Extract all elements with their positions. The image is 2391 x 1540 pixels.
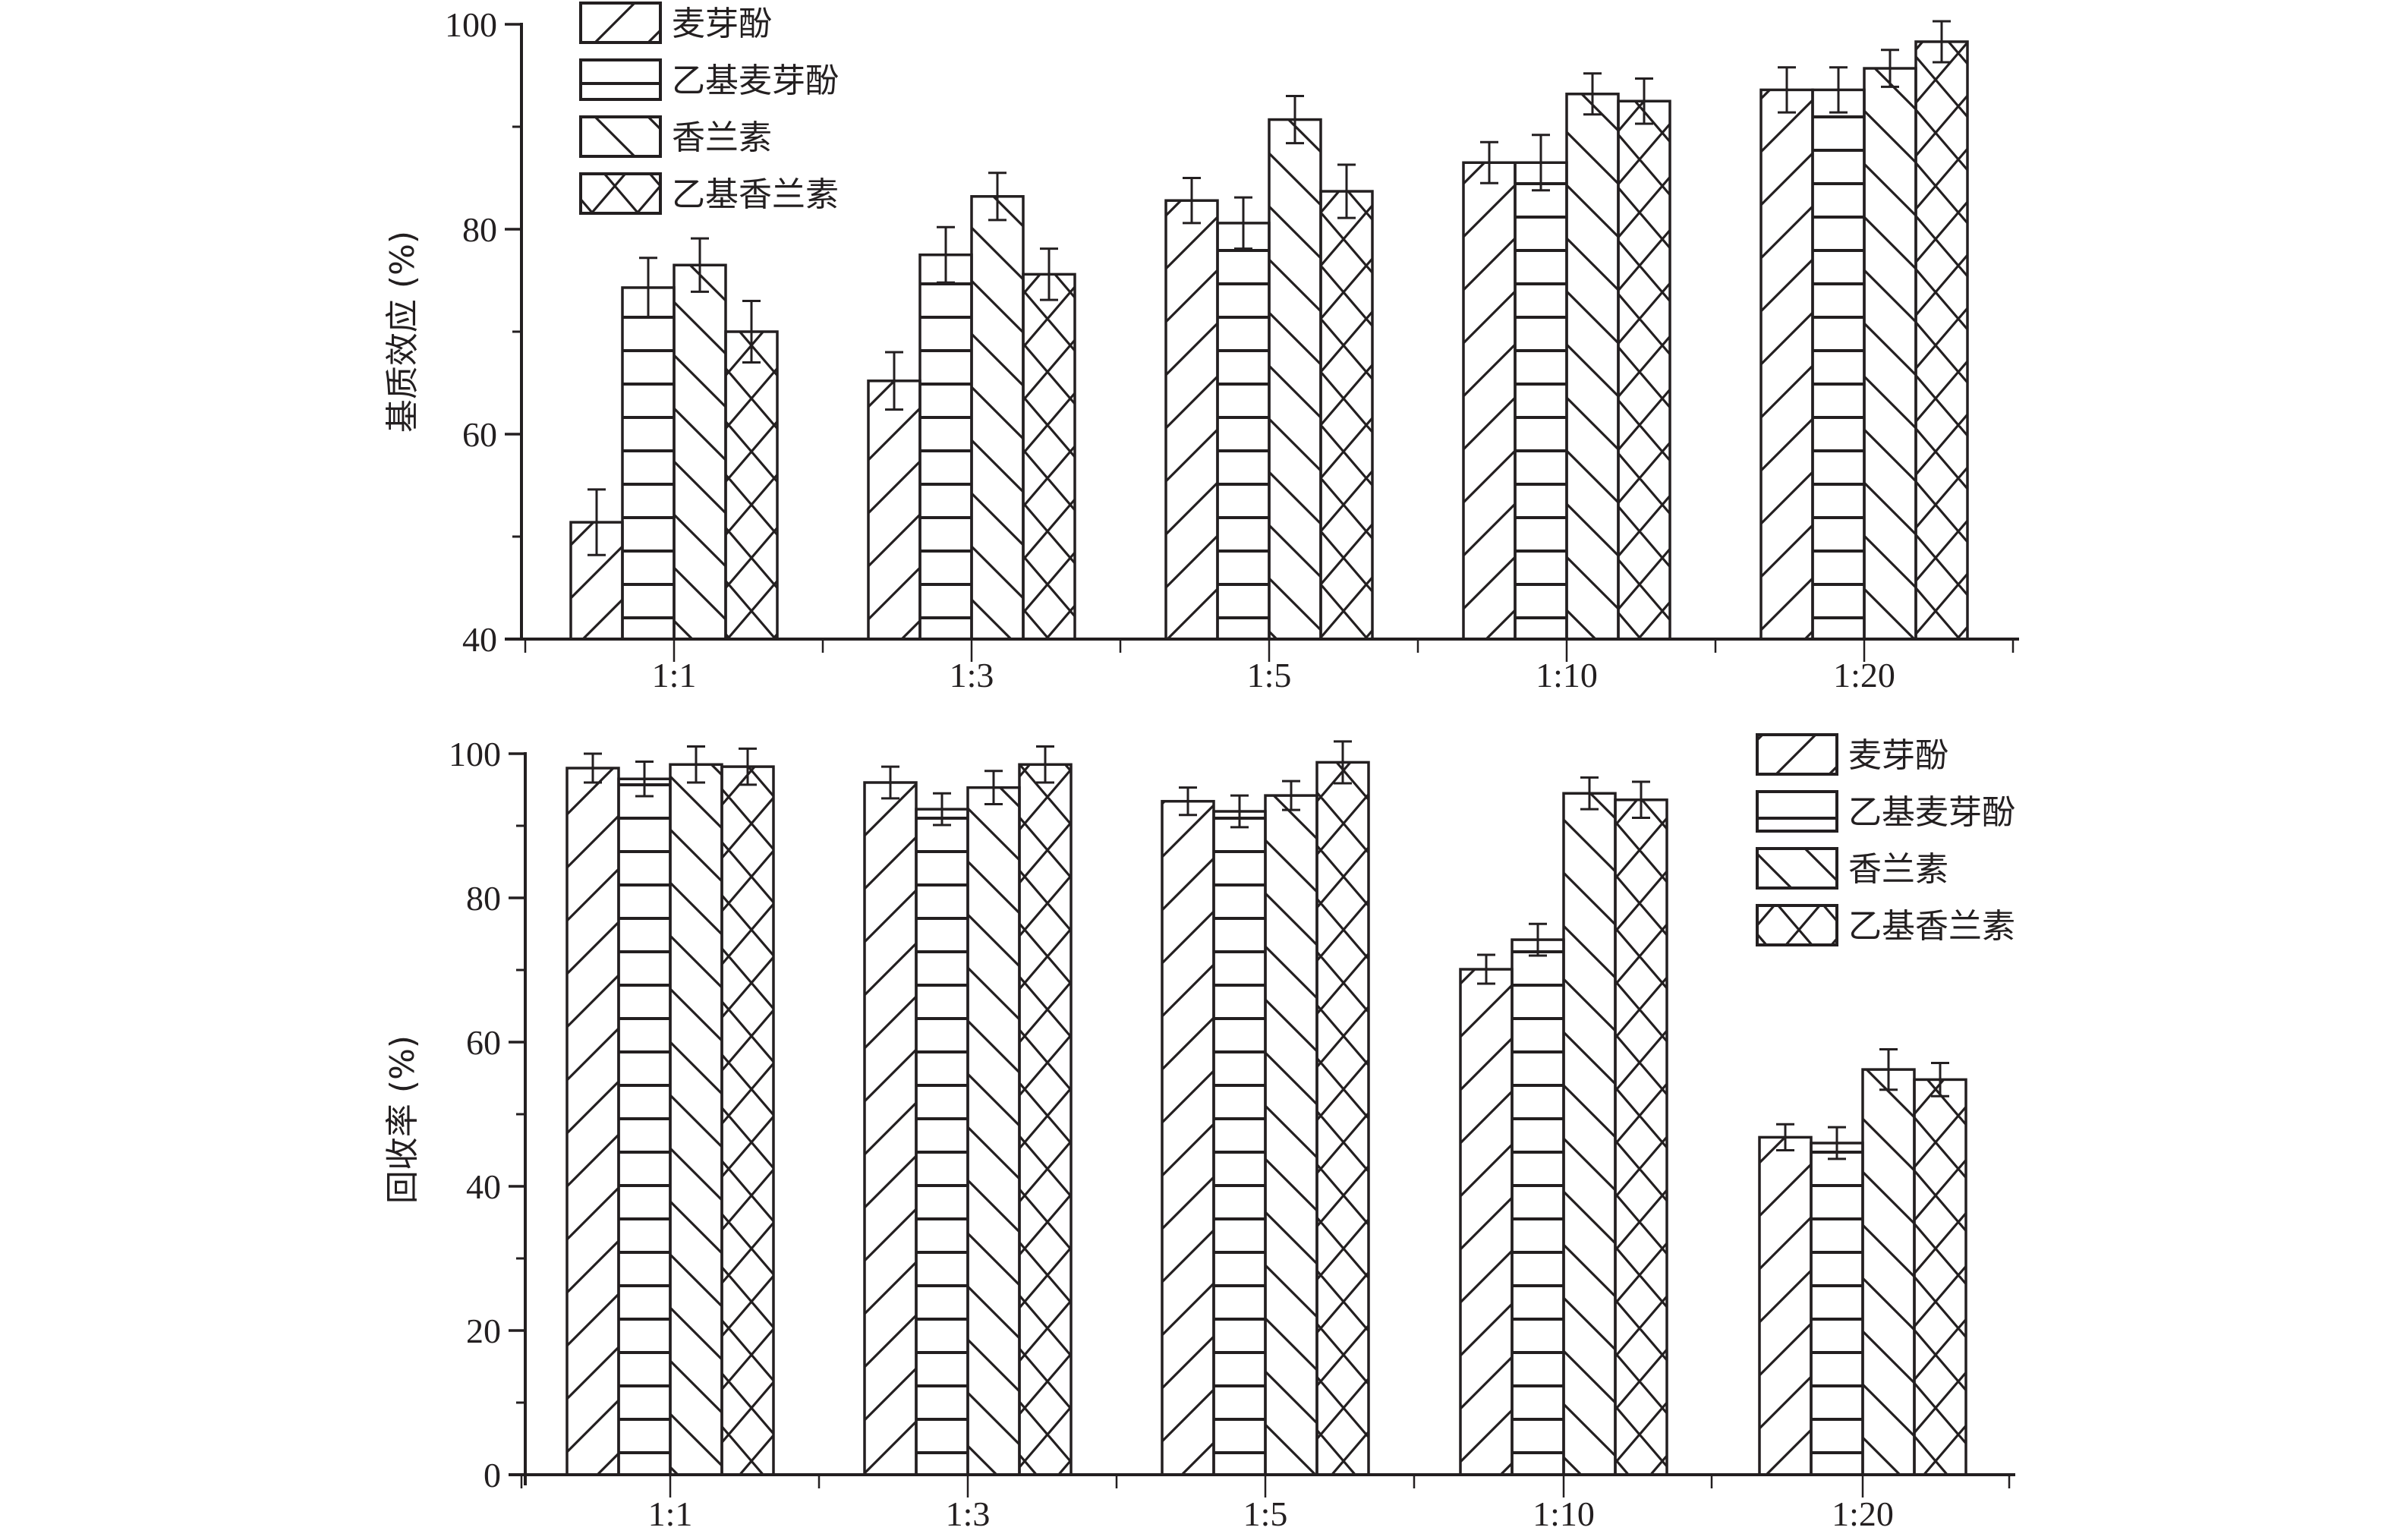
bar	[669, 763, 723, 1476]
x-tick-label: 1:20	[1832, 1494, 1894, 1533]
bar	[565, 767, 620, 1476]
bar	[1319, 190, 1374, 641]
legend-label: 麦芽酚	[672, 5, 772, 43]
bars-layer	[565, 740, 1967, 1476]
y-axis-title: 基质效应 (%)	[383, 231, 422, 433]
legend-swatch	[1756, 904, 1838, 946]
bar	[1459, 968, 1514, 1476]
y-tick-label: 40	[462, 620, 497, 659]
x-tick-label: 1:3	[950, 656, 994, 694]
bar	[1811, 88, 1866, 641]
x-tick-label: 1:5	[1243, 1494, 1288, 1533]
legend-swatch	[579, 58, 662, 101]
bar	[617, 777, 672, 1476]
legend-label: 香兰素	[672, 118, 772, 157]
legend-label: 乙基麦芽酚	[1848, 793, 2015, 832]
axes-layer: 1:1 1:3 1:5 1:10 1:20 40 60 80 100	[445, 5, 2019, 694]
y-tick-label: 60	[466, 1023, 501, 1062]
bar	[1617, 99, 1671, 641]
bar	[1315, 761, 1370, 1476]
legend-swatch	[579, 115, 662, 158]
bar	[1161, 799, 1215, 1476]
legend-swatch	[579, 2, 662, 44]
y-tick-label: 100	[449, 735, 501, 773]
bar	[621, 286, 676, 641]
legend-label: 乙基香兰素	[1848, 907, 2015, 946]
bar	[1514, 161, 1568, 641]
x-tick-label: 1:20	[1833, 656, 1895, 694]
bar	[863, 781, 918, 1476]
bar	[1565, 93, 1620, 641]
legend-swatch	[1756, 847, 1838, 890]
y-axis-title: 回收率 (%)	[383, 1035, 422, 1204]
bar	[1018, 763, 1073, 1476]
bar	[918, 254, 973, 641]
bar	[1462, 161, 1517, 641]
x-tick-label: 1:5	[1247, 656, 1292, 694]
y-tick-label: 0	[484, 1456, 501, 1494]
x-tick-label: 1:10	[1533, 1494, 1595, 1533]
matrix-effect-chart: 1:1 1:3 1:5 1:10 1:20 40 60 80 100 基质效应 (%) 麦芽酚乙…	[383, 2, 2019, 694]
legend-label: 乙基麦芽酚	[672, 61, 839, 100]
bar	[1562, 792, 1617, 1476]
y-tick-label: 80	[466, 879, 501, 918]
bar	[966, 786, 1021, 1476]
legend-swatch	[1756, 790, 1838, 833]
bar	[915, 808, 969, 1476]
bar	[1758, 1135, 1813, 1476]
bar	[1264, 794, 1318, 1476]
x-tick-label: 1:1	[648, 1494, 693, 1533]
legend-swatch	[579, 172, 662, 215]
y-tick-label: 80	[462, 210, 497, 249]
bar	[970, 195, 1025, 641]
bar	[867, 379, 921, 641]
y-tick-label: 40	[466, 1167, 501, 1206]
bar	[1164, 199, 1219, 641]
y-tick-label: 20	[466, 1312, 501, 1350]
bar	[724, 330, 779, 641]
axes-layer: 1:1 1:3 1:5 1:10 1:20 0 20 40 60 80 100	[449, 735, 2015, 1533]
legend-label: 麦芽酚	[1848, 736, 1948, 775]
bar	[1914, 40, 1969, 641]
legend-label: 乙基香兰素	[672, 175, 839, 214]
x-tick-label: 1:10	[1536, 656, 1598, 694]
bar	[1511, 938, 1565, 1476]
bar	[1863, 67, 1917, 641]
x-tick-label: 1:1	[652, 656, 697, 694]
bar	[1614, 798, 1668, 1476]
y-tick-label: 60	[462, 415, 497, 454]
bar	[720, 765, 775, 1476]
bar	[1913, 1078, 1967, 1476]
bar	[1861, 1068, 1916, 1476]
bar	[1022, 272, 1076, 641]
bar	[1268, 118, 1322, 641]
bar	[673, 263, 727, 641]
bar	[1216, 222, 1271, 641]
legend-label: 香兰素	[1848, 850, 1948, 889]
x-tick-label: 1:3	[946, 1494, 991, 1533]
legend-swatch	[1756, 733, 1838, 776]
bar	[1759, 88, 1814, 641]
y-tick-label: 100	[445, 5, 497, 44]
bar	[1810, 1142, 1864, 1476]
recovery-rate-chart: 1:1 1:3 1:5 1:10 1:20 0 20 40 60 80 100 回收率 (%) 麦芽…	[383, 733, 2015, 1533]
bars-layer	[569, 20, 1969, 641]
bar	[1212, 810, 1267, 1476]
